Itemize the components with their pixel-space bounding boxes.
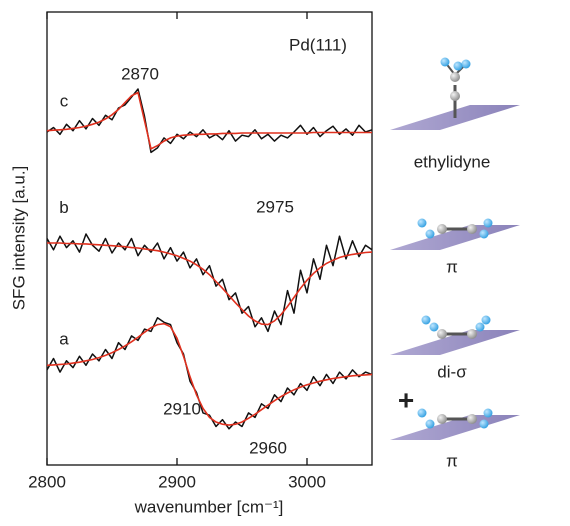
species-label: ethylidyne bbox=[414, 152, 491, 171]
plus-sign: + bbox=[398, 384, 414, 415]
trace-label: c bbox=[60, 92, 69, 111]
data-line bbox=[46, 317, 373, 430]
annotation: 2960 bbox=[249, 438, 287, 457]
x-tick-label: 2900 bbox=[158, 472, 196, 491]
adsorbate-diagrams bbox=[390, 57, 520, 440]
species-label: di-σ bbox=[437, 362, 467, 381]
y-axis-label: SFG intensity [a.u.] bbox=[9, 166, 28, 311]
annotation: 2910 bbox=[163, 399, 201, 418]
data-line bbox=[46, 88, 373, 154]
x-axis-label: wavenumber [cm⁻¹] bbox=[134, 497, 284, 516]
trace-label: a bbox=[59, 329, 69, 348]
data-line bbox=[46, 233, 373, 333]
x-tick-label: 3000 bbox=[288, 472, 326, 491]
species-label: π bbox=[446, 451, 458, 470]
x-tick-label: 2800 bbox=[28, 472, 66, 491]
fit-line bbox=[46, 91, 372, 150]
trace-label: b bbox=[59, 198, 68, 217]
fit-line bbox=[46, 322, 373, 426]
plot-frame bbox=[46, 11, 373, 466]
fit-line bbox=[47, 242, 373, 326]
annotation: 2870 bbox=[121, 64, 159, 83]
annotation: Pd(111) bbox=[289, 35, 347, 54]
annotation: 2975 bbox=[256, 197, 294, 216]
species-label: π bbox=[446, 257, 458, 276]
